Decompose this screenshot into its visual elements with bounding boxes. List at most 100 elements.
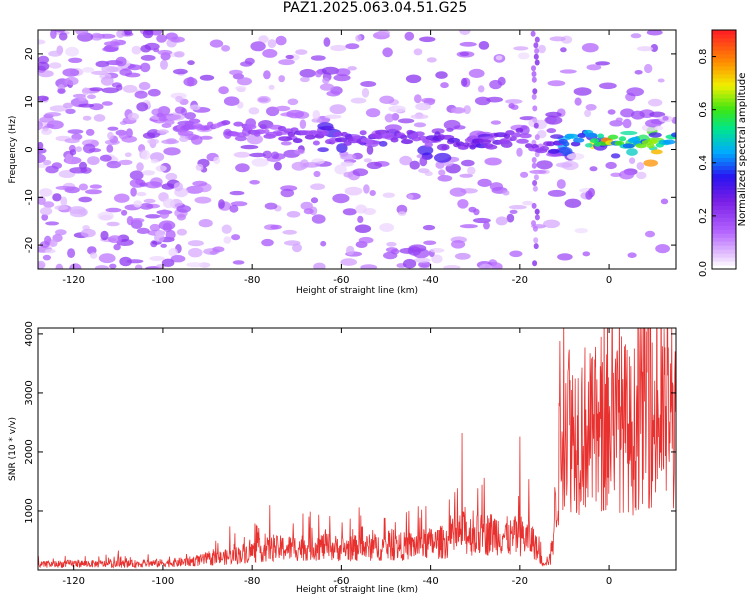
heatmap-cell [147,88,161,97]
heatmap-ridge-cell [203,125,211,131]
heatmap-cell [275,35,287,46]
heatmap-cell [451,240,466,249]
heatmap-cell [119,68,132,76]
heatmap-cell [195,163,204,171]
heatmap-cell [397,211,407,216]
heatmap-cell [545,111,562,118]
heatmap-cell [136,227,150,234]
heatmap-ridge-cell [164,119,175,125]
colorbar-tick-label: 0.0 [698,261,709,277]
heatmap-cell [532,116,538,123]
heatmap-cell [42,254,52,261]
heatmap-ridge-cell [630,136,640,142]
heatmap-cell [520,171,529,178]
heatmap-cell [532,185,538,192]
heatmap-cell [126,259,144,264]
colorbar-segment [712,229,736,234]
heatmap-cell [559,69,577,74]
heatmap-cell [534,48,540,54]
heatmap-ridge-cell [441,144,448,150]
heatmap-cell [85,128,95,136]
heatmap-cell [41,213,49,221]
colorbar-segment [712,197,736,202]
heatmap-cell [235,163,250,173]
heatmap-cell [384,124,402,132]
heatmap-cell [176,213,186,221]
snr-frame [37,327,677,571]
heatmap-cell [459,41,477,47]
heatmap-cell [38,120,43,131]
heatmap-cell [531,93,537,100]
heatmap-cell [321,66,340,75]
heatmap-cell [585,104,597,111]
heatmap-cell [531,202,537,209]
colorbar-segment [712,205,736,210]
heatmap-ridge-cell [447,137,460,143]
heatmap-cell [62,68,80,77]
heatmap-cell [386,241,397,247]
heatmap-x-tick-label: -40 [422,275,438,286]
heatmap-cell [310,197,319,204]
heatmap-x-tick-label: -60 [333,275,349,286]
heatmap-cell [78,183,88,191]
heatmap-cell [41,128,52,136]
heatmap-y-tick-label: 0 [24,146,35,152]
heatmap-cell [533,122,539,129]
heatmap-cell [127,112,139,121]
heatmap-cell [81,87,90,95]
heatmap-cell [45,221,59,226]
heatmap-cell [170,92,187,100]
heatmap-ridge-cell [663,139,676,145]
heatmap-cell [54,30,66,33]
heatmap-cell [483,221,490,230]
heatmap-cell [78,95,87,102]
colorbar-segment [712,249,736,254]
heatmap-cell [516,147,523,157]
heatmap-ridge-cell [322,130,330,136]
heatmap-cell [299,119,307,129]
heatmap-cell [140,62,151,73]
heatmap-cell [347,66,357,71]
heatmap-cell [310,183,326,190]
heatmap-cell [626,87,644,97]
heatmap-cell [335,68,351,77]
heatmap-cell [261,238,274,247]
heatmap-cell [102,46,119,53]
heatmap-cell [409,160,420,170]
heatmap-cell [278,59,295,66]
colorbar-segment [712,149,736,155]
snr-x-tick-label: -40 [422,576,438,587]
colorbar-segment [712,85,736,91]
heatmap-cell [610,153,621,159]
heatmap-cell [129,170,144,180]
heatmap-cell [113,243,121,251]
heatmap-cell [549,36,566,42]
heatmap-cell [346,245,355,256]
heatmap-cell [270,224,282,230]
colorbar-segment [712,169,736,174]
heatmap-cell [221,224,232,234]
heatmap-x-axis-label: Height of straight line (km) [296,286,418,296]
heatmap-cell [643,159,658,167]
colorbar-segment [712,141,736,147]
heatmap-cell [473,208,480,216]
snr-x-axis-label: Height of straight line (km) [296,585,418,595]
snr-y-tick-label: 3000 [24,380,35,405]
heatmap-cell [52,193,62,202]
heatmap-cell [486,96,503,103]
figure-title: PAZ1.2025.063.04.51.G25 [282,0,468,16]
heatmap-ridge-cell [333,131,344,137]
colorbar-segment [712,165,736,171]
heatmap-cell [218,199,225,209]
heatmap-cell [295,49,308,55]
heatmap-cell [114,193,130,203]
heatmap-cell [131,45,142,55]
heatmap-cell [417,145,434,156]
heatmap-cell [240,61,253,67]
heatmap-cell [581,43,599,53]
heatmap-cell [438,169,446,176]
heatmap-cell [459,51,470,57]
heatmap-cell [627,252,637,258]
heatmap-cell [426,57,437,63]
heatmap-x-tick-label: -100 [152,275,175,286]
